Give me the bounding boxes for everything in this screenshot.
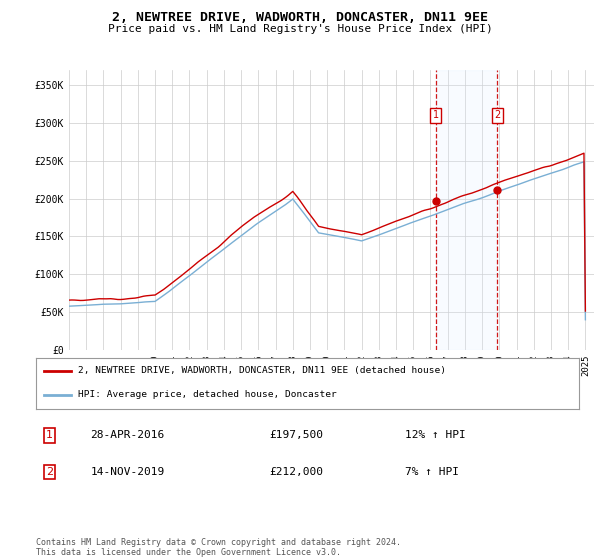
Text: 14-NOV-2019: 14-NOV-2019 [91, 467, 164, 477]
Text: 2: 2 [46, 467, 53, 477]
Text: 2, NEWTREE DRIVE, WADWORTH, DONCASTER, DN11 9EE: 2, NEWTREE DRIVE, WADWORTH, DONCASTER, D… [112, 11, 488, 24]
Text: Price paid vs. HM Land Registry's House Price Index (HPI): Price paid vs. HM Land Registry's House … [107, 24, 493, 34]
Text: 2: 2 [494, 110, 500, 120]
Text: 1: 1 [433, 110, 439, 120]
Text: 28-APR-2016: 28-APR-2016 [91, 431, 164, 440]
Text: HPI: Average price, detached house, Doncaster: HPI: Average price, detached house, Donc… [79, 390, 337, 399]
Text: £212,000: £212,000 [269, 467, 323, 477]
Text: 2, NEWTREE DRIVE, WADWORTH, DONCASTER, DN11 9EE (detached house): 2, NEWTREE DRIVE, WADWORTH, DONCASTER, D… [79, 366, 446, 376]
Text: 1: 1 [46, 431, 53, 440]
Text: Contains HM Land Registry data © Crown copyright and database right 2024.
This d: Contains HM Land Registry data © Crown c… [36, 538, 401, 557]
Text: 12% ↑ HPI: 12% ↑ HPI [405, 431, 466, 440]
Text: 7% ↑ HPI: 7% ↑ HPI [405, 467, 459, 477]
Bar [436, 70, 497, 350]
Text: £197,500: £197,500 [269, 431, 323, 440]
